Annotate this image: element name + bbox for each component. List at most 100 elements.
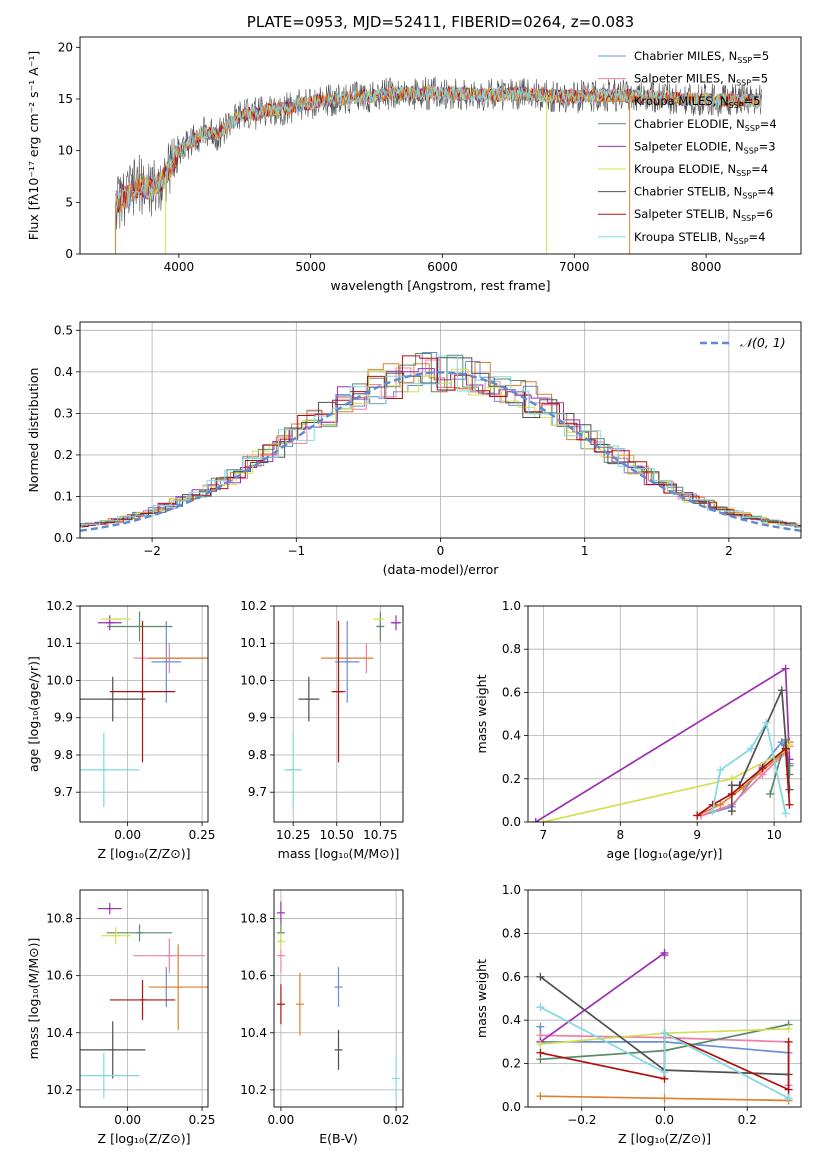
y-tick-label: 9.8 (54, 748, 73, 762)
y-tick-label: 9.9 (54, 711, 73, 725)
y-tick-label: 10.2 (240, 1083, 267, 1097)
data-point (334, 1029, 343, 1070)
plus-marker (781, 809, 790, 818)
x-tick-label: 6000 (427, 260, 458, 274)
mass-vs-EBV-panel: 0.00 0.02 10.2 10.4 10.6 10.8 E(B-V) (240, 889, 410, 1146)
spectrum-legend: Chabrier MILES, NSSP=5 Salpeter MILES, NS… (598, 49, 777, 246)
y-tick-label: 10.4 (46, 1026, 73, 1040)
y-tick-label: 0.2 (54, 448, 73, 462)
residual-legend: 𝒩(0, 1) (700, 335, 786, 350)
y-tick-label: 0.4 (502, 1013, 521, 1027)
plus-marker (762, 718, 771, 727)
data-point (276, 932, 285, 950)
legend-entry: Kroupa ELODIE, NSSP=4 (634, 162, 768, 178)
weight-line-4 (539, 951, 666, 1043)
y-tick-label: 10.1 (46, 636, 73, 650)
residual-histogram-8 (80, 355, 801, 528)
y-tick-label: 10.2 (240, 599, 267, 613)
mass-vs-EBV-plot-area (276, 901, 401, 1102)
plus-marker (727, 781, 736, 790)
data-point (276, 984, 285, 1025)
plus-marker (660, 951, 669, 960)
plus-marker (784, 1037, 793, 1046)
spectrum-panel: 4000 5000 6000 7000 8000 0 5 10 15 20 wavelength [… (26, 36, 802, 293)
plus-marker (747, 744, 756, 753)
axes-frame (527, 605, 802, 823)
plus-marker (660, 1029, 669, 1038)
x-tick-label: 0.00 (114, 828, 141, 842)
x-tick-label: 0.0 (655, 1113, 674, 1127)
plus-marker (539, 818, 548, 822)
y-tick-label: 0.8 (502, 642, 521, 656)
y-tick-label: 10 (58, 144, 73, 158)
plus-marker (536, 1048, 545, 1057)
plus-marker (781, 664, 790, 673)
plus-marker (784, 1024, 793, 1033)
weight-line-8 (540, 1006, 789, 1100)
y-tick-label: 0.4 (502, 729, 521, 743)
data-point (100, 927, 131, 945)
mass-vs-Z-plot-area (80, 902, 208, 1099)
x-axis-label: wavelength [Angstrom, rest frame] (330, 278, 550, 293)
y-tick-label: 10.8 (240, 912, 267, 926)
data-point (80, 1052, 140, 1099)
data-point (80, 676, 146, 722)
spectrum-plot-area (115, 76, 762, 254)
y-tick-label: 0.0 (54, 531, 73, 545)
weight-line-7 (696, 746, 791, 817)
y-tick-label: 0.2 (502, 772, 521, 786)
y-tick-label: 10.2 (46, 599, 73, 613)
x-axis-label: Z [log₁₀(Z/Z⊙)] (98, 846, 191, 861)
x-tick-label: 10.50 (320, 828, 354, 842)
data-point (151, 620, 182, 703)
y-axis-label: Flux [fλ10⁻¹⁷ erg cm⁻² s⁻¹ A⁻¹] (26, 51, 41, 240)
plus-marker (784, 1085, 793, 1094)
data-point (109, 979, 176, 1020)
y-tick-label: 1.0 (502, 599, 521, 613)
plus-marker (536, 1092, 545, 1101)
y-tick-label: 5 (65, 195, 73, 209)
plus-marker (536, 972, 545, 981)
plus-marker (531, 818, 540, 822)
y-axis-label: mass weight (474, 959, 489, 1038)
y-axis-label: mass [log₁₀(M/M⊙)] (26, 938, 41, 1060)
x-tick-label: 10 (766, 828, 781, 842)
x-tick-label: 4000 (164, 260, 195, 274)
legend-entry: Salpeter STELIB, NSSP=6 (634, 207, 773, 223)
residuals-plot-area (80, 352, 801, 532)
x-tick-label: 10.75 (363, 828, 397, 842)
x-tick-label: 7000 (559, 260, 590, 274)
x-axis-label: Z [log₁₀(Z/Z⊙)] (618, 1131, 711, 1146)
plus-marker (758, 764, 767, 772)
plus-marker (766, 789, 775, 798)
y-tick-label: 0.5 (54, 323, 73, 337)
x-tick-label: 1 (581, 544, 589, 558)
data-point (80, 732, 140, 808)
y-tick-label: 0.1 (54, 489, 73, 503)
gaussian-curve (80, 371, 801, 532)
plus-marker (716, 800, 725, 809)
plus-marker (660, 1094, 669, 1103)
plus-marker (660, 1068, 669, 1077)
x-tick-label: 0.02 (383, 1113, 410, 1127)
data-point (133, 938, 206, 973)
legend-entry: Kroupa STELIB, NSSP=4 (634, 230, 765, 246)
y-tick-label: 9.9 (248, 711, 267, 725)
mass-vs-Z-panel: 0.00 0.25 10.2 10.4 10.6 10.8 Z [log₁₀(Z/Z⊙)] m… (26, 889, 215, 1146)
y-tick-label: 10.8 (46, 912, 73, 926)
data-point (80, 1021, 146, 1079)
plus-marker (536, 1022, 545, 1031)
legend-entry: Salpeter MILES, NSSP=5 (634, 72, 768, 88)
data-point (284, 732, 302, 808)
legend-entry: Salpeter ELODIE, NSSP=3 (634, 139, 776, 155)
data-point (331, 620, 346, 763)
age-vs-Z-plot-area (80, 611, 208, 808)
x-tick-label: 7 (540, 828, 548, 842)
legend-entry: Kroupa MILES, NSSP=5 (634, 94, 760, 110)
data-point (106, 924, 173, 942)
x-tick-label: 0 (437, 544, 445, 558)
data-point (334, 967, 343, 1008)
x-tick-label: 10.25 (276, 828, 310, 842)
residuals-panel: −2 −1 0 1 2 0.0 0.1 0.2 0.3 0.4 0.5 (data-model)/er… (26, 321, 802, 577)
data-point (392, 1055, 401, 1102)
